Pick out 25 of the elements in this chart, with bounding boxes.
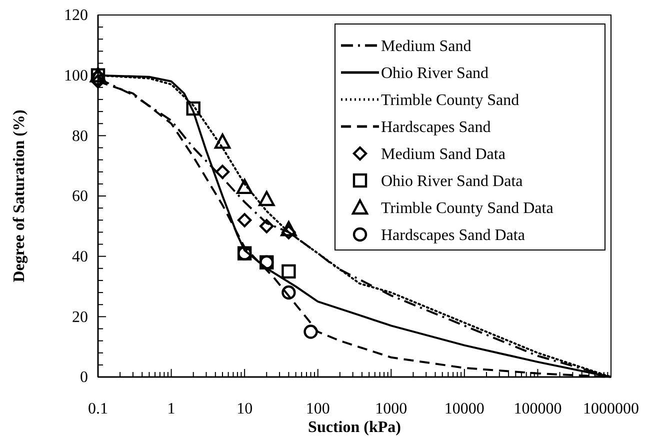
x-tick-label: 10000 (444, 400, 484, 418)
y-tick-label: 80 (72, 128, 88, 145)
x-tick-label: 1000 (375, 400, 408, 418)
x-tick-label: 0.1 (88, 400, 108, 418)
y-tick-label: 120 (64, 7, 88, 24)
x-axis-title: Suction (kPa) (308, 419, 401, 436)
y-tick-label: 60 (72, 188, 88, 206)
legend-label: Trimble County Sand Data (381, 200, 554, 218)
y-tick-label: 0 (80, 369, 88, 386)
legend-label: Hardscapes Sand Data (381, 227, 525, 244)
y-tick-label: 40 (72, 248, 88, 266)
y-axis-title: Degree of Saturation (%) (11, 110, 28, 282)
legend-label: Ohio River Sand (381, 65, 489, 82)
legend-label: Medium Sand (381, 38, 472, 56)
legend-label: Ohio River Sand Data (381, 173, 523, 190)
legend-label: Trimble County Sand (381, 92, 520, 110)
x-tick-label: 1000000 (583, 400, 639, 418)
legend-label: Hardscapes Sand (381, 119, 491, 136)
x-tick-label: 100000 (514, 400, 562, 418)
x-tick-label: 10 (236, 400, 253, 418)
y-tick-label: 100 (64, 67, 88, 84)
y-tick-label: 20 (72, 308, 88, 326)
x-tick-label: 1 (167, 400, 176, 418)
legend-label: Medium Sand Data (381, 146, 506, 164)
x-tick-label: 100 (306, 400, 330, 418)
